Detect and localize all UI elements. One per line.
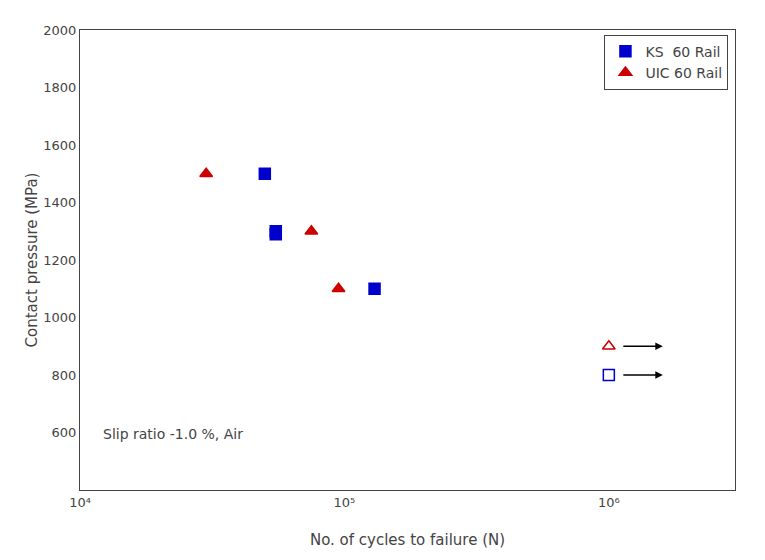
svg-text:1400: 1400 (43, 195, 76, 210)
svg-text:KS 60 Rail: KS 60 Rail (645, 44, 720, 60)
svg-text:600: 600 (52, 425, 77, 440)
svg-text:800: 800 (52, 368, 77, 383)
svg-text:2000: 2000 (43, 23, 76, 38)
svg-text:1200: 1200 (43, 253, 76, 268)
svg-text:UIC 60 Rail: UIC 60 Rail (645, 65, 722, 81)
svg-text:1000: 1000 (43, 310, 76, 325)
svg-text:No. of cycles to failure (N): No. of cycles to failure (N) (310, 531, 505, 549)
svg-text:1600: 1600 (43, 138, 76, 153)
svg-text:Contact pressure (MPa): Contact pressure (MPa) (23, 173, 41, 348)
svg-text:10⁶: 10⁶ (598, 495, 620, 510)
svg-text:10⁴: 10⁴ (69, 495, 91, 510)
svg-text:Slip ratio -1.0 %, Air: Slip ratio -1.0 %, Air (103, 426, 243, 442)
svg-text:1800: 1800 (43, 80, 76, 95)
svg-text:10⁵: 10⁵ (334, 495, 356, 510)
